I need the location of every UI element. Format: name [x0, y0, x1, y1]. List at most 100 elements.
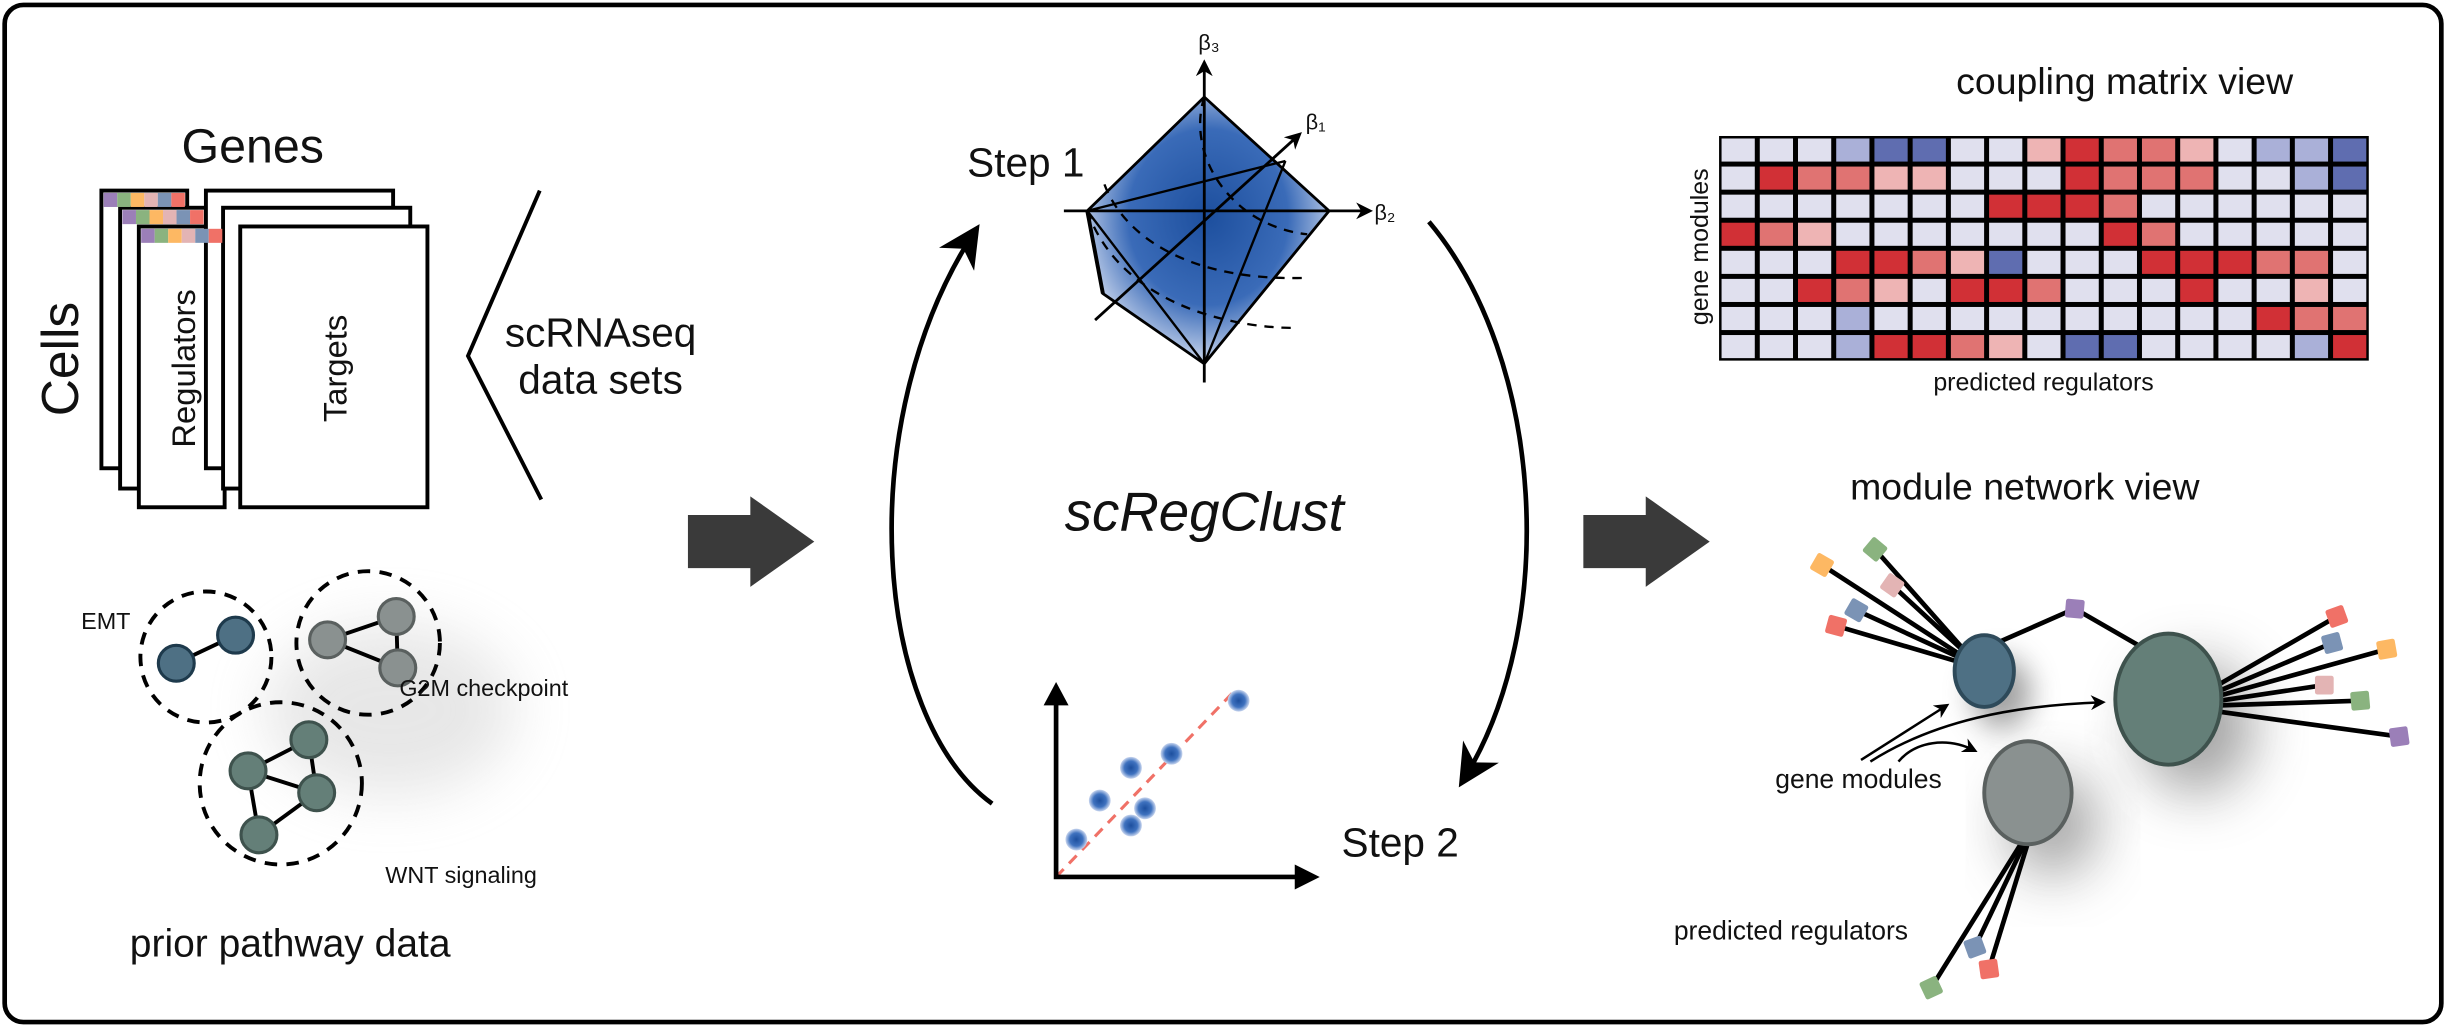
matrix-cell — [2294, 194, 2329, 218]
header-color-cell — [154, 228, 169, 243]
matrix-cell — [1874, 278, 1908, 302]
matrix-cell — [2294, 335, 2329, 359]
regulator-node — [2314, 675, 2334, 695]
header-color-cell — [122, 210, 136, 225]
cycle-arrow-left — [889, 224, 994, 806]
datasets-label: scRNAseq — [505, 310, 697, 356]
matrix-cell — [1989, 222, 2023, 246]
matrix-cell — [1912, 335, 1946, 359]
regulator-node — [1919, 976, 1943, 1000]
regulator-node — [1862, 537, 1888, 562]
genes-label: Genes — [181, 120, 323, 174]
emt-pathway-boundary — [138, 589, 274, 725]
matrix-cell — [2218, 306, 2252, 331]
regulator-node — [2321, 632, 2344, 654]
matrix-cell — [2256, 335, 2290, 359]
matrix-cell — [1759, 306, 1794, 331]
matrix-cell — [2218, 222, 2252, 246]
matrix-cell — [2218, 166, 2252, 190]
matrix-cell — [2103, 278, 2137, 302]
matrix-cell — [1836, 335, 1870, 359]
matrix-cell — [2256, 194, 2290, 218]
header-color-cell — [181, 228, 196, 243]
matrix-cell — [1912, 138, 1946, 162]
matrix-xlabel: predicted regulators — [1933, 368, 2153, 396]
scatter-point — [1134, 797, 1156, 820]
regulator-node — [1963, 935, 1987, 959]
matrix-cell — [2065, 138, 2099, 162]
matrix-cell — [1797, 194, 1832, 218]
matrix-cell — [2027, 335, 2061, 359]
gene-module-node — [2113, 631, 2224, 767]
matrix-cell — [2103, 166, 2137, 190]
matrix-cell — [2218, 194, 2252, 218]
flow-arrow-output — [1583, 496, 1710, 587]
wnt-nodes — [228, 720, 337, 855]
matrix-cell — [2294, 250, 2329, 274]
targets-label: Targets — [316, 315, 353, 422]
matrix-cell — [2103, 306, 2137, 331]
header-color-cell — [163, 210, 177, 225]
matrix-cell — [2027, 250, 2061, 274]
matrix-cell — [1759, 222, 1794, 246]
matrix-cell — [1989, 250, 2023, 274]
annotation-arrows — [1860, 695, 2106, 763]
header-color-cell — [208, 228, 223, 243]
module-network-title: module network view — [1850, 465, 2200, 507]
regulator-color-headers — [103, 192, 223, 243]
matrix-cell — [1950, 222, 1985, 246]
matrix-cell — [1950, 335, 1985, 359]
beta3-label: β₃ — [1198, 30, 1219, 55]
matrix-cell — [1950, 138, 1985, 162]
matrix-cell — [2141, 335, 2176, 359]
beta1-axis — [1094, 132, 1302, 322]
regulator-node — [1880, 573, 1905, 598]
cells-label: Cells — [31, 302, 89, 416]
matrix-cell — [2218, 335, 2252, 359]
matrix-cell — [1950, 306, 1985, 331]
matrix-cell — [2180, 138, 2214, 162]
matrix-cell — [2103, 194, 2137, 218]
matrix-cell — [1912, 250, 1946, 274]
matrix-cell — [2027, 194, 2061, 218]
matrix-cell — [1797, 306, 1832, 331]
matrix-cell — [2180, 278, 2214, 302]
matrix-cell — [2180, 194, 2214, 218]
module-network-panel: module network view — [1674, 465, 2410, 1000]
matrix-cell — [2333, 222, 2367, 246]
flow-arrow-input — [687, 496, 815, 587]
matrix-cell — [2103, 335, 2137, 359]
matrix-cell — [1912, 194, 1946, 218]
matrix-cell — [1759, 166, 1794, 190]
matrix-cell — [2333, 194, 2367, 218]
matrix-cell — [1912, 306, 1946, 331]
matrix-cell — [1759, 278, 1794, 302]
matrix-cell — [1721, 194, 1755, 218]
matrix-cell — [1950, 250, 1985, 274]
matrix-cell — [2065, 278, 2099, 302]
matrix-cell — [1836, 278, 1870, 302]
scatter-point — [1120, 756, 1142, 779]
scatter-point — [1065, 828, 1088, 851]
wnt-label: WNT signaling — [385, 862, 537, 888]
matrix-cell — [2065, 194, 2099, 218]
matrix-cell — [2065, 335, 2099, 359]
matrix-cell — [1989, 138, 2023, 162]
matrix-cell — [2065, 250, 2099, 274]
prior-pathway-title: prior pathway data — [130, 923, 451, 966]
predicted-regulators-label: predicted regulators — [1674, 915, 1908, 945]
matrix-cell — [1797, 278, 1832, 302]
gene-modules-label: gene modules — [1775, 764, 1941, 794]
regulator-node — [1810, 553, 1834, 577]
matrix-cell — [1874, 250, 1908, 274]
matrix-cell — [2141, 138, 2176, 162]
matrix-cell — [2294, 138, 2329, 162]
header-color-cell — [144, 192, 158, 207]
emt-nodes — [156, 615, 256, 683]
matrix-cell — [2180, 335, 2214, 359]
matrix-cell — [1797, 166, 1832, 190]
matrix-cell — [1721, 138, 1755, 162]
regulator-node — [2064, 598, 2085, 619]
